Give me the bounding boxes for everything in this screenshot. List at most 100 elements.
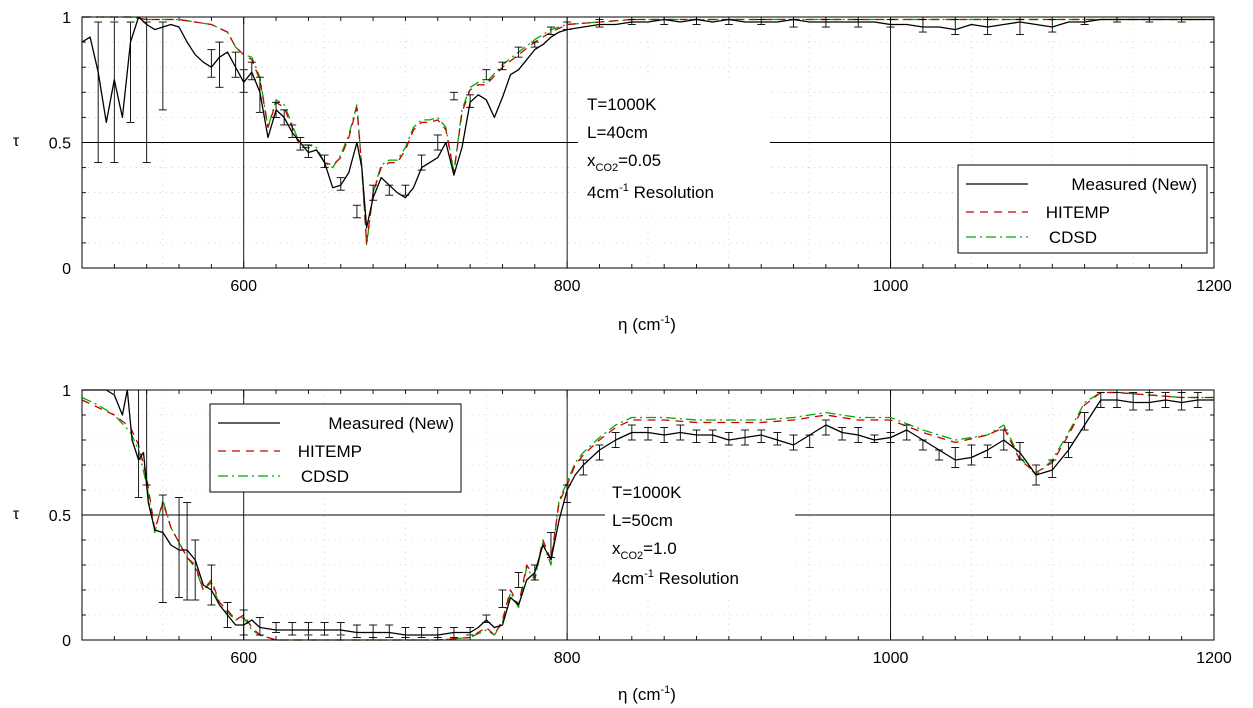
top-y-tick-label: 1 [62, 10, 71, 27]
bottom-error-bar [255, 617, 264, 636]
bottom-series [81, 389, 1214, 641]
top-error-bar [296, 137, 305, 151]
top-error-bar [215, 41, 224, 88]
bottom-error-bar [967, 444, 976, 466]
top-error-bar [110, 21, 119, 164]
bottom-error-bar [821, 419, 830, 436]
bottom-error-bar [223, 602, 232, 628]
bottom-error-bar [805, 434, 814, 448]
bottom-y-tick-label: 0.5 [49, 508, 71, 525]
top-error-bar [546, 26, 555, 36]
top-x-tick-label: 1000 [873, 278, 909, 295]
bottom-error-bar [692, 429, 701, 443]
top-error-bar [401, 184, 410, 196]
top-error-bar [352, 204, 361, 219]
bottom-error-bar [757, 429, 766, 443]
bottom-error-bar [935, 449, 944, 461]
bottom-error-bar [902, 424, 911, 441]
top-error-bar [514, 46, 523, 58]
bottom-x-axis-label-close: ) [670, 685, 676, 704]
bottom-error-bar [854, 427, 863, 443]
top-annotation-length: L=40cm [587, 123, 648, 142]
bottom-annotation-mole-fraction: xCO2=1.0 [612, 539, 677, 562]
bottom-cdsd-series [81, 391, 1214, 641]
bottom-error-bar [563, 484, 572, 503]
bottom-error-bar [708, 429, 717, 443]
top-error-bar [255, 76, 264, 113]
top-error-bar [239, 69, 248, 93]
bottom-annotation-resolution: 4cm-1 Resolution [612, 568, 739, 588]
bottom-error-bar [175, 497, 184, 598]
top-error-bar [280, 109, 289, 126]
top-annotation-mole-fraction-sub: CO2 [596, 162, 619, 174]
top-x-axis-label-sup: -1 [661, 314, 671, 326]
top-x-tick-label: 1200 [1196, 278, 1232, 295]
top-error-bar [288, 124, 297, 138]
bottom-error-bars [134, 389, 1202, 638]
bottom-y-tick-label: 0 [62, 633, 71, 650]
top-legend-label-hitemp: HITEMP [1046, 203, 1110, 222]
top-error-bar [94, 21, 103, 164]
top-annotation-mole-fraction-value: =0.05 [618, 151, 661, 170]
top-annotation-resolution-main: 4cm [587, 183, 619, 202]
bottom-error-bar [288, 622, 297, 636]
bottom-error-bar [1096, 392, 1105, 408]
top-annotation-mole-fraction: xCO2=0.05 [587, 151, 661, 174]
top-hitemp-series [82, 16, 1214, 244]
bottom-error-bar [951, 447, 960, 468]
bottom-x-axis-label-main: η (cm [618, 685, 661, 704]
bottom-annotation-temperature: T=1000K [612, 483, 682, 502]
bottom-error-bar [660, 427, 669, 443]
top-annotation-mole-fraction-main: x [587, 151, 596, 170]
top-x-axis-label: η (cm-1) [618, 314, 676, 334]
bottom-error-bar [870, 434, 879, 443]
bottom-annotation-mole-fraction-value: =1.0 [643, 539, 677, 558]
top-annotation-resolution-sup: -1 [619, 182, 629, 194]
bottom-error-bar [207, 564, 216, 606]
top-error-bar [918, 19, 927, 33]
bottom-x-axis-label-sup: -1 [661, 684, 671, 696]
bottom-error-bar [1032, 464, 1041, 486]
bottom-legend-label-hitemp: HITEMP [298, 442, 362, 461]
top-x-tick-label: 800 [554, 278, 581, 295]
bottom-error-bar [304, 622, 313, 636]
top-annotation-background [578, 82, 770, 212]
bottom-error-bar [320, 622, 329, 636]
bottom-x-tick-label: 1000 [873, 650, 909, 667]
bottom-error-bar [773, 432, 782, 446]
bottom-error-bar [191, 539, 200, 601]
top-legend: Measured (New) HITEMP CDSD [957, 164, 1208, 254]
top-x-axis-label-main: η (cm [618, 315, 661, 334]
bottom-annotation-background [605, 476, 795, 600]
bottom-error-bar [724, 432, 733, 446]
bottom-error-bar [644, 427, 652, 441]
top-error-bar [142, 21, 151, 164]
bottom-y-axis-label: τ [13, 506, 20, 523]
bottom-error-bar [134, 389, 143, 498]
bottom-annotation-resolution-main: 4cm [612, 569, 644, 588]
top-annotation-resolution: 4cm-1 Resolution [587, 182, 714, 202]
bottom-error-bar [546, 532, 555, 558]
bottom-error-bar [1015, 442, 1024, 461]
top-annotation-temperature: T=1000K [587, 95, 657, 114]
bottom-error-bar [1129, 392, 1138, 411]
top-error-bar [304, 144, 313, 159]
top-annotation-resolution-rest: Resolution [629, 183, 714, 202]
bottom-error-bar [369, 624, 378, 638]
bottom-error-bar [417, 627, 426, 638]
top-error-bar [231, 51, 240, 78]
top-error-bar [369, 184, 378, 201]
top-error-bar [126, 21, 135, 123]
bottom-annotation-resolution-rest: Resolution [654, 569, 739, 588]
bottom-error-bar [999, 429, 1008, 451]
bottom-x-tick-label: 1200 [1196, 650, 1232, 667]
bottom-error-bar [611, 432, 620, 448]
bottom-error-bar [595, 444, 604, 461]
bottom-error-bar [886, 432, 895, 443]
bottom-error-bar [838, 427, 847, 441]
bottom-error-bar [1064, 442, 1073, 458]
top-error-bar [433, 134, 442, 151]
top-annotation: T=1000K L=40cm xCO2=0.05 4cm-1 Resolutio… [587, 95, 714, 202]
